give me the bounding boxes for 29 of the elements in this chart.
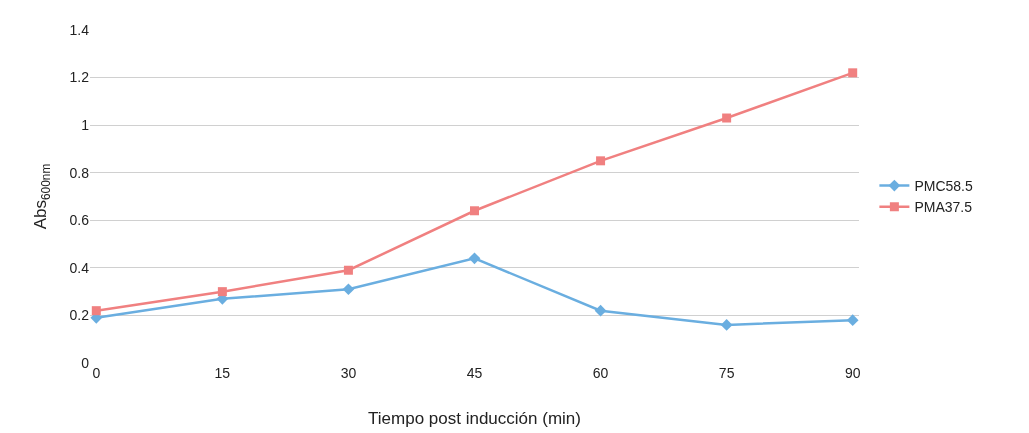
point — [722, 113, 732, 123]
x-tick-label: 90 — [844, 365, 861, 381]
point — [468, 252, 481, 265]
x-tick-label: 45 — [466, 365, 483, 381]
x-tick-label: 15 — [214, 365, 231, 381]
point — [848, 68, 858, 78]
x-tick-label: 0 — [92, 365, 101, 381]
y-tick-label: 0.4 — [69, 259, 90, 276]
y-tick-label: 0.8 — [69, 164, 90, 181]
point — [846, 314, 859, 327]
point — [343, 265, 353, 275]
legend-label: PMA37.5 — [914, 199, 973, 216]
y-tick-label: 1.4 — [69, 21, 90, 38]
point — [594, 304, 607, 317]
legend-label: PMC58.5 — [914, 178, 973, 195]
y-tick-label: 0.2 — [69, 307, 90, 324]
x-tick-label: 60 — [592, 365, 609, 381]
x-tick-label: 30 — [340, 365, 357, 381]
x-tick-label: 75 — [718, 365, 735, 381]
y-tick-label: 1 — [81, 117, 90, 134]
point — [342, 283, 355, 296]
point — [470, 206, 479, 216]
point — [720, 319, 733, 331]
y-tick-label: 0.6 — [69, 212, 90, 229]
x-axis-title: Tiempo post inducción (min) — [368, 409, 581, 428]
point — [91, 306, 101, 316]
y-tick-label: 1.2 — [69, 69, 90, 86]
point — [217, 287, 227, 297]
point — [596, 156, 606, 166]
